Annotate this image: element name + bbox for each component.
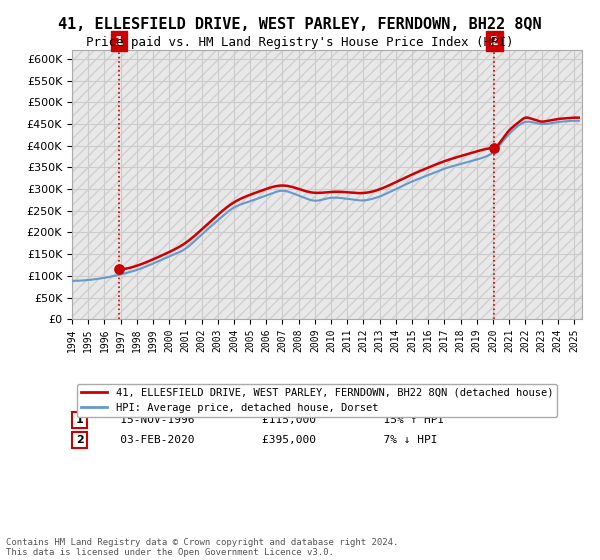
Text: 1: 1 xyxy=(114,35,123,48)
Text: 1: 1 xyxy=(76,415,83,425)
Text: 41, ELLESFIELD DRIVE, WEST PARLEY, FERNDOWN, BH22 8QN: 41, ELLESFIELD DRIVE, WEST PARLEY, FERND… xyxy=(58,17,542,32)
Point xyxy=(114,265,124,274)
Text: 2: 2 xyxy=(490,35,499,48)
Text: Price paid vs. HM Land Registry's House Price Index (HPI): Price paid vs. HM Land Registry's House … xyxy=(86,36,514,49)
Text: Contains HM Land Registry data © Crown copyright and database right 2024.
This d: Contains HM Land Registry data © Crown c… xyxy=(6,538,398,557)
Point xyxy=(490,143,499,152)
Text: 03-FEB-2020          £395,000          7% ↓ HPI: 03-FEB-2020 £395,000 7% ↓ HPI xyxy=(100,435,437,445)
Text: 2: 2 xyxy=(76,435,83,445)
Legend: 41, ELLESFIELD DRIVE, WEST PARLEY, FERNDOWN, BH22 8QN (detached house), HPI: Ave: 41, ELLESFIELD DRIVE, WEST PARLEY, FERND… xyxy=(77,384,557,417)
Text: 15-NOV-1996          £115,000          15% ↑ HPI: 15-NOV-1996 £115,000 15% ↑ HPI xyxy=(100,415,444,425)
